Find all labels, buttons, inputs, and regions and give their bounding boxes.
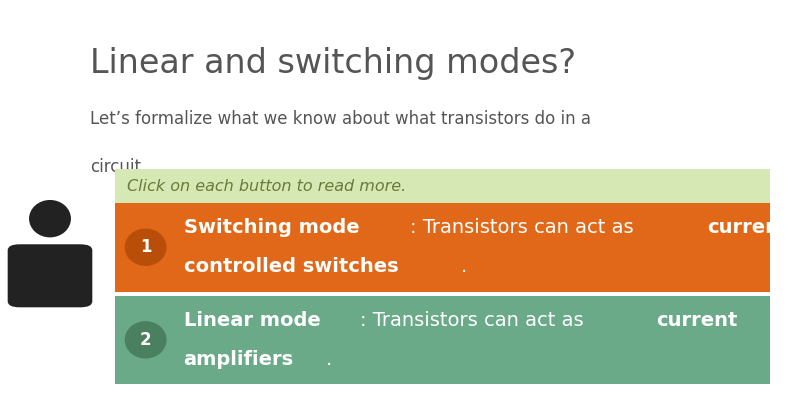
Text: Click on each button to read more.: Click on each button to read more.	[127, 178, 406, 194]
Text: : Transistors can act as: : Transistors can act as	[360, 311, 590, 330]
Ellipse shape	[125, 229, 167, 266]
Text: current: current	[657, 311, 738, 330]
FancyBboxPatch shape	[115, 296, 770, 384]
Text: amplifiers: amplifiers	[184, 350, 293, 369]
Text: .: .	[326, 350, 332, 369]
Text: circuit.: circuit.	[90, 158, 146, 176]
Text: Let’s formalize what we know about what transistors do in a: Let’s formalize what we know about what …	[90, 110, 591, 128]
FancyBboxPatch shape	[115, 203, 770, 292]
Ellipse shape	[125, 321, 167, 359]
Text: : Transistors can act as: : Transistors can act as	[410, 218, 640, 237]
Text: controlled switches: controlled switches	[184, 257, 398, 276]
Text: Switching mode: Switching mode	[184, 218, 359, 237]
Text: Linear and switching modes?: Linear and switching modes?	[90, 47, 576, 80]
Text: Linear mode: Linear mode	[184, 311, 320, 330]
FancyBboxPatch shape	[115, 169, 770, 203]
Ellipse shape	[29, 200, 71, 237]
Text: 1: 1	[140, 238, 152, 256]
Text: .: .	[460, 257, 467, 276]
Text: 2: 2	[139, 331, 152, 349]
FancyBboxPatch shape	[8, 244, 93, 307]
Text: current: current	[707, 218, 788, 237]
